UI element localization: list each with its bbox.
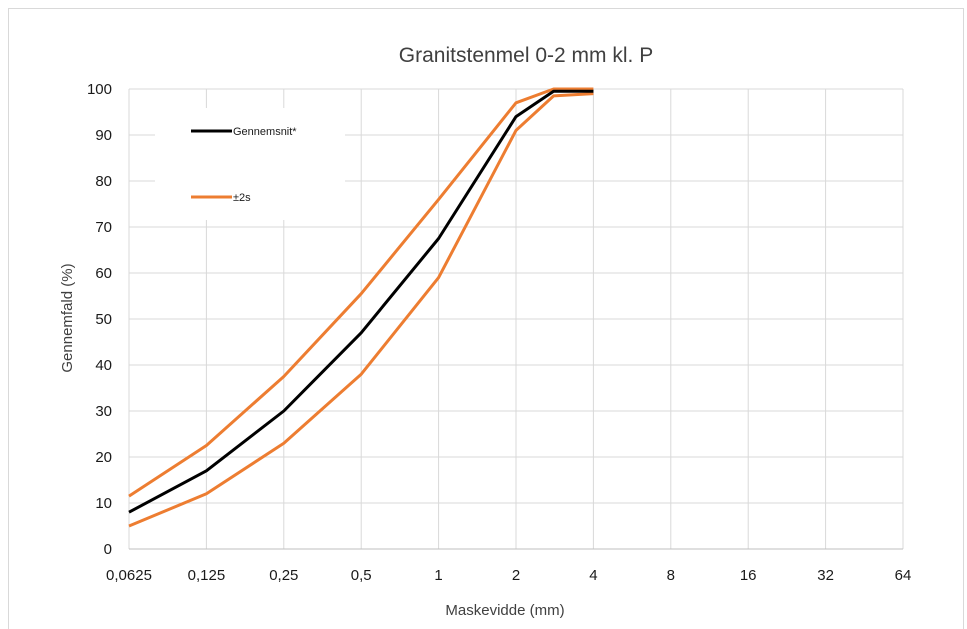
legend: Gennemsnit* ±2s bbox=[155, 108, 345, 220]
gridlines bbox=[128, 88, 904, 549]
axes: 0 10 20 30 40 50 60 70 80 90 100 0,0625 0,125 0,25 0,5… bbox=[87, 81, 911, 584]
chart-area bbox=[8, 8, 964, 629]
legend-background bbox=[155, 108, 345, 220]
y-tick-label: 10 bbox=[95, 495, 112, 512]
x-tick-label: 4 bbox=[589, 567, 597, 584]
y-tick-label: 80 bbox=[95, 173, 112, 190]
x-tick-label: 8 bbox=[667, 567, 675, 584]
y-tick-label: 0 bbox=[104, 541, 112, 558]
y-tick-label: 30 bbox=[95, 403, 112, 420]
x-tick-label: 32 bbox=[817, 567, 834, 584]
x-tick-label: 0,125 bbox=[188, 567, 226, 584]
y-tick-label: 70 bbox=[95, 219, 112, 236]
x-tick-label: 0,0625 bbox=[106, 567, 152, 584]
y-tick-label: 40 bbox=[95, 357, 112, 374]
x-tick-label: 1 bbox=[434, 567, 442, 584]
y-tick-label: 100 bbox=[87, 81, 112, 98]
y-axis-label: Gennemfald (%) bbox=[59, 263, 76, 372]
series-line-gennemsnit bbox=[128, 89, 594, 514]
y-tick-label: 50 bbox=[95, 311, 112, 328]
x-tick-label: 2 bbox=[512, 567, 520, 584]
y-tick-label: 60 bbox=[95, 265, 112, 282]
x-tick-label: 0,25 bbox=[269, 567, 298, 584]
chart-title: Granitstenmel 0-2 mm kl. P bbox=[399, 44, 653, 67]
x-tick-label: 16 bbox=[740, 567, 757, 584]
y-tick-label: 20 bbox=[95, 449, 112, 466]
x-tick-label: 64 bbox=[895, 567, 912, 584]
y-tick-label: 90 bbox=[95, 127, 112, 144]
legend-label-2s: ±2s bbox=[233, 192, 251, 204]
x-axis-label: Maskevidde (mm) bbox=[445, 602, 564, 619]
series-group bbox=[128, 87, 594, 528]
series-line-2s bbox=[128, 87, 594, 498]
series-line-lower-band bbox=[128, 92, 594, 528]
x-tick-label: 0,5 bbox=[351, 567, 372, 584]
legend-label-gennemsnit: Gennemsnit* bbox=[233, 126, 297, 138]
